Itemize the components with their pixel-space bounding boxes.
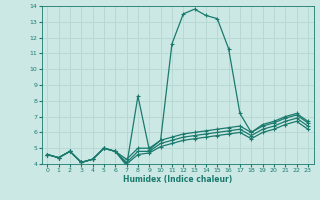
- X-axis label: Humidex (Indice chaleur): Humidex (Indice chaleur): [123, 175, 232, 184]
